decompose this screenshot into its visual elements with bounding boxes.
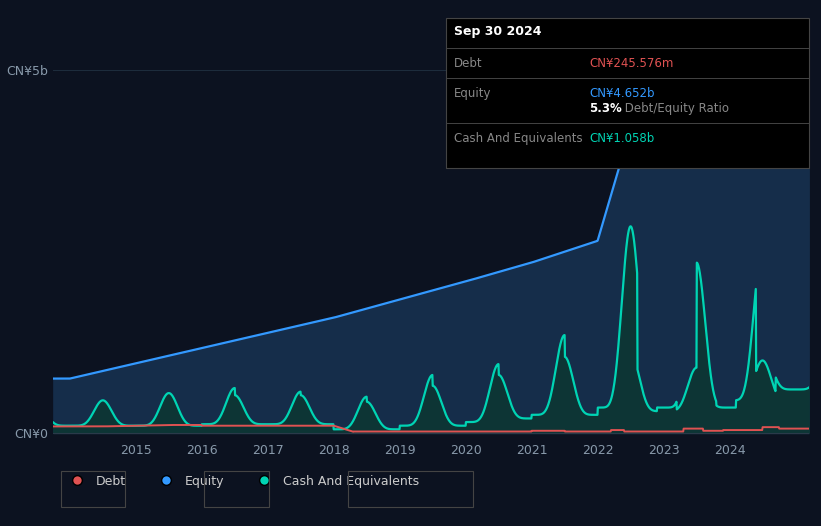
- Text: 5.3%: 5.3%: [589, 102, 622, 115]
- Text: Sep 30 2024: Sep 30 2024: [454, 25, 542, 38]
- Text: Equity: Equity: [454, 87, 492, 100]
- Text: CN¥4.652b: CN¥4.652b: [589, 87, 655, 100]
- Text: Debt/Equity Ratio: Debt/Equity Ratio: [621, 102, 729, 115]
- Text: CN¥245.576m: CN¥245.576m: [589, 57, 674, 70]
- Text: Cash And Equivalents: Cash And Equivalents: [454, 132, 583, 145]
- Legend: Debt, Equity, Cash And Equivalents: Debt, Equity, Cash And Equivalents: [60, 470, 424, 493]
- Text: CN¥1.058b: CN¥1.058b: [589, 132, 654, 145]
- Text: Debt: Debt: [454, 57, 483, 70]
